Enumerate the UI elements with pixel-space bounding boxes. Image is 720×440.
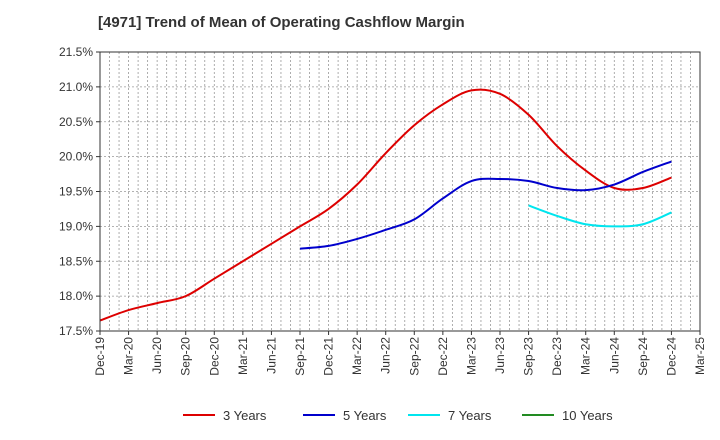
x-tick-label: Sep-21: [293, 337, 307, 376]
x-tick-label: Sep-23: [522, 337, 536, 376]
chart-title: [4971] Trend of Mean of Operating Cashfl…: [98, 14, 465, 31]
grid-lines: [99, 51, 701, 332]
y-tick-label: 20.0%: [59, 150, 93, 164]
x-tick-label: Dec-19: [93, 337, 107, 376]
y-tick-label: 21.5%: [59, 45, 93, 59]
x-tick-label: Mar-22: [350, 337, 364, 375]
series-line-5-years: [299, 160, 672, 250]
legend: 3 Years 5 Years 7 Years 10 Years: [183, 408, 613, 423]
y-tick-label: 18.0%: [59, 289, 93, 303]
x-tick-label: Jun-23: [493, 337, 507, 374]
y-tick-label: 17.5%: [59, 324, 93, 338]
x-tick-label: Jun-24: [607, 337, 621, 374]
y-tick-label: 19.5%: [59, 185, 93, 199]
x-tick-label: Sep-22: [407, 337, 421, 376]
series-lines: [99, 88, 672, 322]
series-line-7-years: [528, 204, 672, 228]
series-line-3-years: [99, 88, 672, 322]
y-tick-label: 18.5%: [59, 254, 93, 268]
x-tick-label: Mar-21: [236, 337, 250, 375]
x-tick-label: Mar-23: [464, 337, 478, 375]
legend-label: 10 Years: [562, 408, 613, 423]
y-tick-label: 21.0%: [59, 80, 93, 94]
x-tick-label: Dec-21: [322, 337, 336, 376]
x-tick-label: Dec-20: [207, 337, 221, 376]
y-tick-label: 19.0%: [59, 219, 93, 233]
y-axis: 17.5% 18.0% 18.5% 19.0% 19.5% 20.0% 20.5% 21.0%…: [59, 45, 100, 338]
x-tick-label: Mar-20: [122, 337, 136, 375]
x-tick-label: Jun-22: [379, 337, 393, 374]
plot-frame: [99, 51, 701, 332]
x-axis: Dec-19 Mar-20 Jun-20 Sep-20 Dec-20 Mar-21 Jun-…: [93, 331, 707, 376]
x-tick-label: Mar-25: [693, 337, 707, 375]
x-tick-label: Mar-24: [579, 337, 593, 375]
legend-label: 5 Years: [343, 408, 387, 423]
legend-label: 7 Years: [448, 408, 492, 423]
x-tick-label: Dec-22: [436, 337, 450, 376]
x-tick-label: Dec-24: [664, 337, 678, 376]
x-tick-label: Jun-21: [264, 337, 278, 374]
x-tick-label: Sep-24: [636, 337, 650, 376]
x-tick-label: Sep-20: [179, 337, 193, 376]
x-tick-label: Jun-20: [150, 337, 164, 374]
legend-label: 3 Years: [223, 408, 267, 423]
y-tick-label: 20.5%: [59, 115, 93, 129]
x-tick-label: Dec-23: [550, 337, 564, 376]
